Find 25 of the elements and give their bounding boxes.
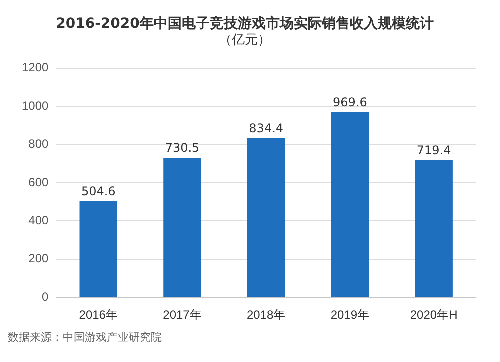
data-label: 719.4 <box>416 143 452 158</box>
x-tick-label: 2016年 <box>79 308 118 322</box>
y-tick-label: 600 <box>28 175 50 190</box>
data-label: 969.6 <box>333 96 368 110</box>
x-tick-label: 2018年 <box>246 308 286 322</box>
data-label: 504.6 <box>81 184 116 198</box>
source-note: 数据来源：中国游戏产业研究院 <box>8 330 163 345</box>
y-tick-label: 1000 <box>22 98 50 113</box>
y-tick-label: 800 <box>28 137 50 152</box>
y-tick-label: 1200 <box>22 60 50 75</box>
chart-subtitle: （亿元） <box>219 32 271 48</box>
x-tick-label: 2019年 <box>330 308 370 322</box>
data-label: 834.4 <box>249 121 284 136</box>
bar <box>331 112 370 298</box>
bar <box>247 138 286 298</box>
bar <box>80 201 118 298</box>
data-label: 730.5 <box>165 141 200 156</box>
bar <box>415 160 453 298</box>
bar <box>164 158 202 298</box>
x-tick-label: 2017年 <box>163 308 202 322</box>
x-tick-label: 2020年H <box>410 308 458 322</box>
chart-title: 2016-2020年中国电子竞技游戏市场实际销售收入规模统计 <box>56 15 434 32</box>
y-tick-label: 200 <box>28 252 50 266</box>
y-tick-label: 400 <box>28 214 50 228</box>
y-tick-label: 0 <box>42 290 50 304</box>
